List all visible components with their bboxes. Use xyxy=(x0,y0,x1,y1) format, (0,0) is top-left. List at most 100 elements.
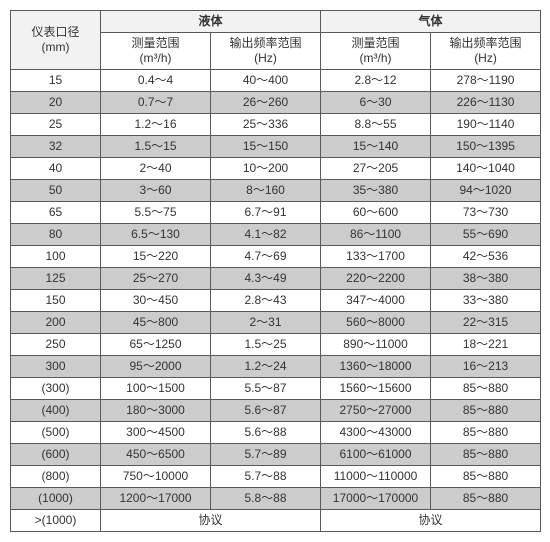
cell-liquid-freq: 6.7～91 xyxy=(211,202,321,224)
cell-dia: (1000) xyxy=(11,488,101,510)
cell-gas-range: 86～1100 xyxy=(321,224,431,246)
cell-liquid-range: 1.2～16 xyxy=(101,114,211,136)
cell-gas-freq: 150～1395 xyxy=(431,136,541,158)
col-gas-freq-header: 输出频率范围 (Hz) xyxy=(431,33,541,70)
cell-liquid-range: 1200～17000 xyxy=(101,488,211,510)
cell-gas-freq: 55～690 xyxy=(431,224,541,246)
table-row: 806.5～1304.1～8286～110055～690 xyxy=(11,224,541,246)
table-row: 15030～4502.8～43347～400033～380 xyxy=(11,290,541,312)
cell-liquid-freq: 4.1～82 xyxy=(211,224,321,246)
cell-liquid-range: 750～10000 xyxy=(101,466,211,488)
col-diameter-header: 仪表口径 (mm) xyxy=(11,11,101,70)
col-liquid-header: 液体 xyxy=(101,11,321,33)
cell-gas-range: 15～140 xyxy=(321,136,431,158)
cell-liquid-freq: 25～336 xyxy=(211,114,321,136)
cell-liquid-freq: 2.8～43 xyxy=(211,290,321,312)
cell-liquid-range: 450～6500 xyxy=(101,444,211,466)
cell-liquid-freq: 5.6～88 xyxy=(211,422,321,444)
cell-liquid-freq: 1.5～25 xyxy=(211,334,321,356)
cell-dia: 25 xyxy=(11,114,101,136)
cell-dia: (300) xyxy=(11,378,101,400)
cell-dia: 125 xyxy=(11,268,101,290)
col-liquid-freq-header: 输出频率范围 (Hz) xyxy=(211,33,321,70)
dia-unit: (mm) xyxy=(42,40,70,54)
cell-gas-range: 133～1700 xyxy=(321,246,431,268)
cell-liquid-freq: 4.3～49 xyxy=(211,268,321,290)
footer-dia: >(1000) xyxy=(11,510,101,532)
cell-dia: (600) xyxy=(11,444,101,466)
cell-gas-freq: 38～380 xyxy=(431,268,541,290)
cell-gas-range: 220～2200 xyxy=(321,268,431,290)
cell-gas-range: 2.8～12 xyxy=(321,70,431,92)
cell-gas-range: 6100～61000 xyxy=(321,444,431,466)
cell-liquid-range: 3～60 xyxy=(101,180,211,202)
cell-gas-range: 8.8～55 xyxy=(321,114,431,136)
footer-liquid: 协议 xyxy=(101,510,321,532)
cell-liquid-freq: 5.7～88 xyxy=(211,466,321,488)
cell-liquid-range: 45～800 xyxy=(101,312,211,334)
cell-gas-freq: 42～536 xyxy=(431,246,541,268)
table-row: (600)450～65005.7～896100～6100085～880 xyxy=(11,444,541,466)
cell-liquid-freq: 15～150 xyxy=(211,136,321,158)
cell-gas-freq: 94～1020 xyxy=(431,180,541,202)
cell-dia: 200 xyxy=(11,312,101,334)
cell-liquid-range: 6.5～130 xyxy=(101,224,211,246)
cell-liquid-range: 300～4500 xyxy=(101,422,211,444)
cell-dia: 100 xyxy=(11,246,101,268)
cell-gas-freq: 73～730 xyxy=(431,202,541,224)
cell-dia: 50 xyxy=(11,180,101,202)
cell-gas-freq: 85～880 xyxy=(431,422,541,444)
table-row: 10015～2204.7～69133～170042～536 xyxy=(11,246,541,268)
cell-dia: (800) xyxy=(11,466,101,488)
table-row: 20045～8002～31560～800022～315 xyxy=(11,312,541,334)
cell-gas-freq: 16～213 xyxy=(431,356,541,378)
table-row: 655.5～756.7～9160～60073～730 xyxy=(11,202,541,224)
cell-gas-range: 11000～110000 xyxy=(321,466,431,488)
cell-liquid-range: 25～270 xyxy=(101,268,211,290)
table-row: 200.7～726～2606～30226～1130 xyxy=(11,92,541,114)
cell-liquid-freq: 10～200 xyxy=(211,158,321,180)
cell-dia: 250 xyxy=(11,334,101,356)
cell-liquid-range: 65～1250 xyxy=(101,334,211,356)
footer-gas: 协议 xyxy=(321,510,541,532)
cell-liquid-freq: 2～31 xyxy=(211,312,321,334)
table-row: (1000)1200～170005.8～8817000～17000085～880 xyxy=(11,488,541,510)
cell-gas-range: 27～205 xyxy=(321,158,431,180)
cell-liquid-freq: 5.8～88 xyxy=(211,488,321,510)
cell-gas-range: 60～600 xyxy=(321,202,431,224)
cell-liquid-range: 95～2000 xyxy=(101,356,211,378)
cell-liquid-range: 15～220 xyxy=(101,246,211,268)
table-row: 251.2～1625～3368.8～55190～1140 xyxy=(11,114,541,136)
cell-liquid-range: 30～450 xyxy=(101,290,211,312)
cell-gas-range: 1360～18000 xyxy=(321,356,431,378)
cell-liquid-range: 1.5～15 xyxy=(101,136,211,158)
cell-liquid-freq: 1.2～24 xyxy=(211,356,321,378)
table-row: 30095～20001.2～241360～1800016～213 xyxy=(11,356,541,378)
cell-dia: (500) xyxy=(11,422,101,444)
cell-liquid-range: 5.5～75 xyxy=(101,202,211,224)
cell-gas-range: 1560～15600 xyxy=(321,378,431,400)
cell-liquid-range: 0.4～4 xyxy=(101,70,211,92)
cell-gas-freq: 278～1190 xyxy=(431,70,541,92)
table-row: 402～4010～20027～205140～1040 xyxy=(11,158,541,180)
cell-gas-freq: 85～880 xyxy=(431,400,541,422)
cell-gas-range: 6～30 xyxy=(321,92,431,114)
table-row: 503～608～16035～38094～1020 xyxy=(11,180,541,202)
cell-dia: (400) xyxy=(11,400,101,422)
cell-dia: 20 xyxy=(11,92,101,114)
col-gas-header: 气体 xyxy=(321,11,541,33)
cell-liquid-range: 2～40 xyxy=(101,158,211,180)
cell-gas-freq: 85～880 xyxy=(431,466,541,488)
cell-liquid-freq: 5.6～87 xyxy=(211,400,321,422)
cell-gas-freq: 85～880 xyxy=(431,378,541,400)
cell-gas-range: 4300～43000 xyxy=(321,422,431,444)
cell-gas-range: 560～8000 xyxy=(321,312,431,334)
dia-label: 仪表口径 xyxy=(31,25,79,39)
table-row: (800)750～100005.7～8811000～11000085～880 xyxy=(11,466,541,488)
cell-dia: 40 xyxy=(11,158,101,180)
cell-dia: 300 xyxy=(11,356,101,378)
cell-liquid-freq: 5.7～89 xyxy=(211,444,321,466)
cell-gas-range: 17000～170000 xyxy=(321,488,431,510)
cell-dia: 80 xyxy=(11,224,101,246)
spec-table: 仪表口径 (mm) 液体 气体 测量范围 (m³/h) 输出频率范围 (Hz) … xyxy=(10,10,541,532)
